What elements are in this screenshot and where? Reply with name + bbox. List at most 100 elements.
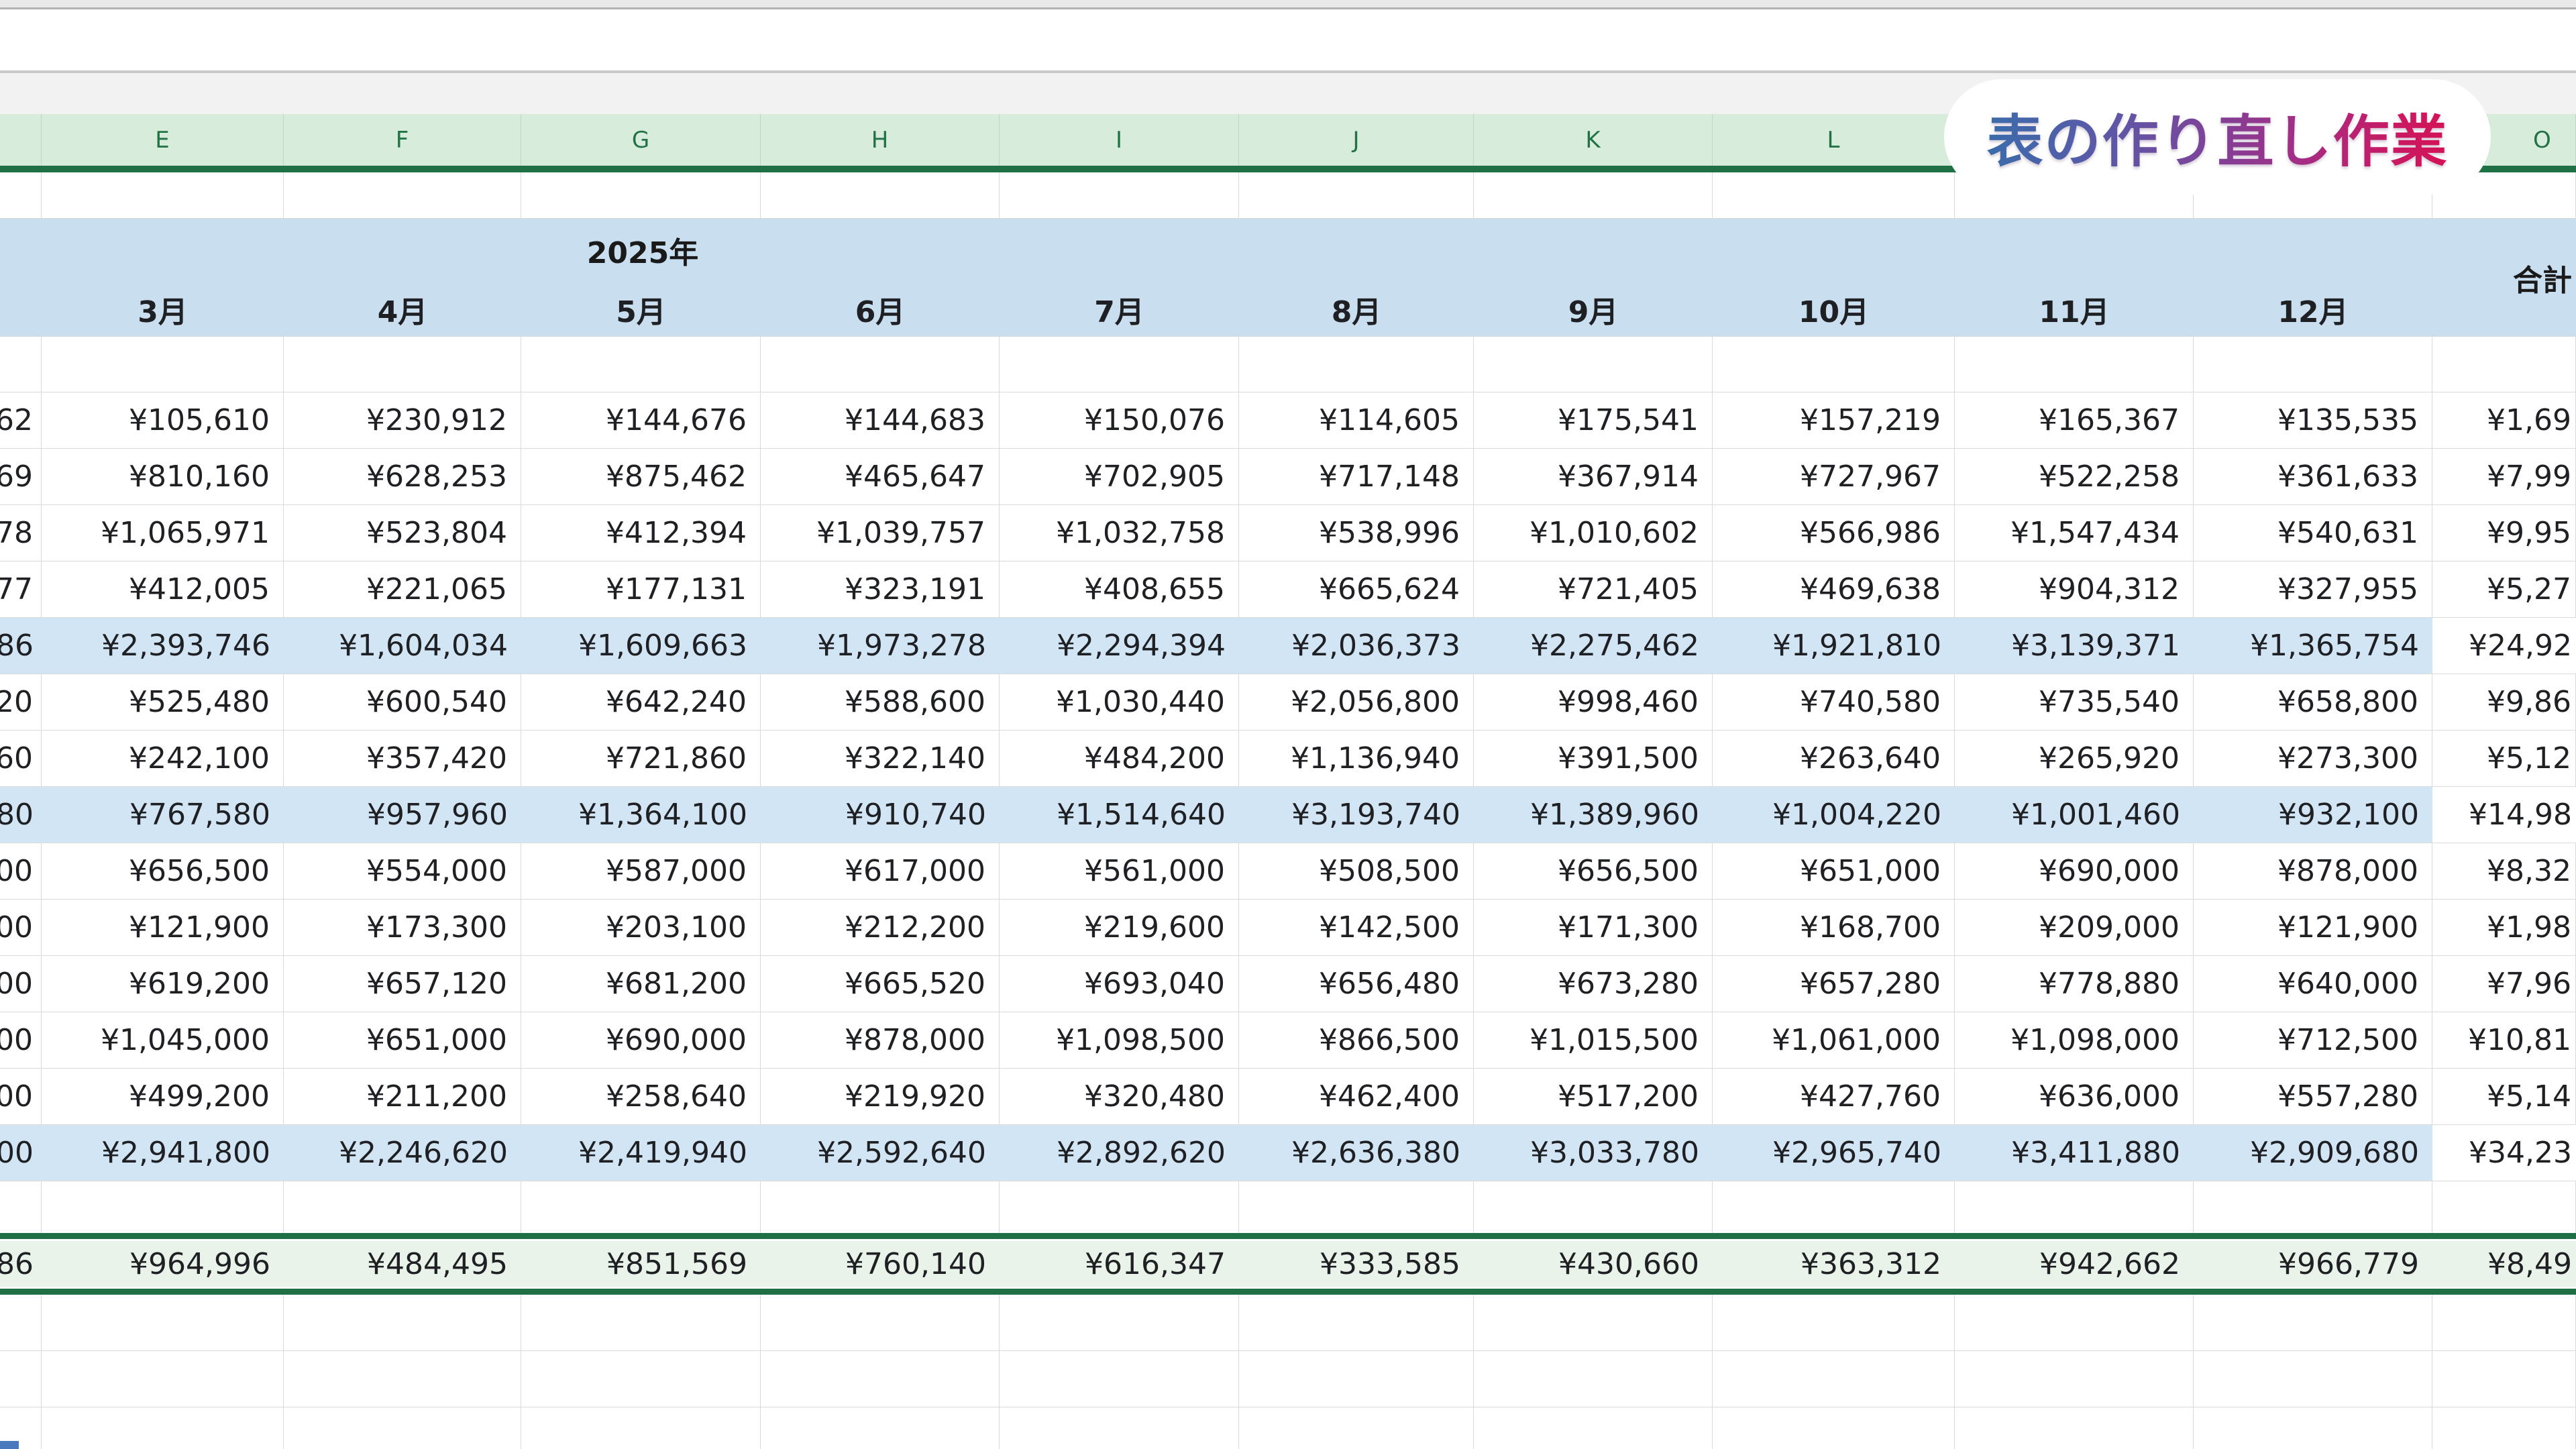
cell[interactable]: ¥363,312: [1713, 1239, 1955, 1289]
cell-d-fragment[interactable]: 00: [0, 1125, 42, 1181]
cell[interactable]: ¥1,098,500: [1000, 1012, 1239, 1068]
cell[interactable]: ¥121,900: [2194, 900, 2432, 955]
cell[interactable]: ¥690,000: [1955, 843, 2194, 899]
empty-cell[interactable]: [1955, 1351, 2194, 1407]
cell[interactable]: ¥717,148: [1239, 449, 1474, 504]
cell[interactable]: ¥693,040: [1000, 956, 1239, 1012]
cell[interactable]: ¥942,662: [1955, 1239, 2194, 1289]
cell[interactable]: ¥427,760: [1713, 1069, 1955, 1124]
cell[interactable]: ¥1,030,440: [1000, 674, 1239, 730]
empty-cell[interactable]: [42, 1181, 284, 1233]
cell[interactable]: ¥1,609,663: [521, 618, 761, 674]
cell[interactable]: ¥878,000: [2194, 843, 2432, 899]
column-header-g[interactable]: G: [521, 114, 761, 166]
cell[interactable]: ¥964,996: [42, 1239, 284, 1289]
month-header-cell[interactable]: 9月: [1474, 282, 1713, 336]
empty-cell[interactable]: [761, 1407, 1000, 1449]
cell[interactable]: ¥2,941,800: [42, 1125, 284, 1181]
cell[interactable]: ¥2,275,462: [1474, 618, 1713, 674]
empty-cell[interactable]: [1955, 1181, 2194, 1233]
cell[interactable]: ¥2,036,373: [1239, 618, 1474, 674]
cell[interactable]: ¥2,294,394: [1000, 618, 1239, 674]
empty-cell[interactable]: [284, 1181, 521, 1233]
empty-cell[interactable]: [284, 1407, 521, 1449]
cell[interactable]: ¥910,740: [761, 787, 1000, 843]
cell[interactable]: ¥904,312: [1955, 561, 2194, 617]
cell[interactable]: ¥211,200: [284, 1069, 521, 1124]
cell-d-fragment[interactable]: 77: [0, 561, 42, 617]
cell-d-fragment[interactable]: 00: [0, 1012, 42, 1068]
cell[interactable]: ¥966,779: [2194, 1239, 2432, 1289]
empty-cell[interactable]: [521, 1351, 761, 1407]
cell[interactable]: ¥727,967: [1713, 449, 1955, 504]
cell[interactable]: ¥875,462: [521, 449, 761, 504]
cell-d-fragment[interactable]: 60: [0, 731, 42, 786]
column-header-h[interactable]: H: [761, 114, 1000, 166]
month-header-cell[interactable]: 3月: [42, 282, 284, 336]
cell[interactable]: ¥517,200: [1474, 1069, 1713, 1124]
empty-cell[interactable]: [2432, 1351, 2576, 1407]
empty-cell[interactable]: [1474, 172, 1713, 218]
cell[interactable]: ¥1,364,100: [521, 787, 761, 843]
column-header-k[interactable]: K: [1474, 114, 1713, 166]
cell[interactable]: ¥465,647: [761, 449, 1000, 504]
empty-cell[interactable]: [2194, 172, 2432, 218]
month-header-cell[interactable]: 8月: [1239, 282, 1474, 336]
cell[interactable]: ¥957,960: [284, 787, 521, 843]
cell-total-fragment[interactable]: ¥7,99: [2432, 449, 2576, 504]
empty-cell[interactable]: [1239, 1181, 1474, 1233]
cell[interactable]: ¥320,480: [1000, 1069, 1239, 1124]
empty-cell[interactable]: [1000, 1295, 1239, 1350]
cell[interactable]: ¥1,547,434: [1955, 505, 2194, 561]
cell[interactable]: ¥135,535: [2194, 392, 2432, 448]
cell[interactable]: ¥144,676: [521, 392, 761, 448]
month-header-cell[interactable]: 7月: [1000, 282, 1239, 336]
empty-cell[interactable]: [2194, 337, 2432, 392]
empty-cell[interactable]: [1239, 172, 1474, 218]
cell[interactable]: ¥651,000: [284, 1012, 521, 1068]
cell[interactable]: ¥242,100: [42, 731, 284, 786]
cell[interactable]: ¥142,500: [1239, 900, 1474, 955]
cell[interactable]: ¥538,996: [1239, 505, 1474, 561]
empty-cell[interactable]: [2194, 1407, 2432, 1449]
cell[interactable]: ¥3,139,371: [1955, 618, 2194, 674]
cell[interactable]: ¥3,033,780: [1474, 1125, 1713, 1181]
cell[interactable]: ¥640,000: [2194, 956, 2432, 1012]
cell[interactable]: ¥2,393,746: [42, 618, 284, 674]
cell[interactable]: ¥557,280: [2194, 1069, 2432, 1124]
cell[interactable]: ¥219,600: [1000, 900, 1239, 955]
cell-total-fragment[interactable]: ¥9,86: [2432, 674, 2576, 730]
cell[interactable]: ¥209,000: [1955, 900, 2194, 955]
cell-d-fragment[interactable]: 62: [0, 392, 42, 448]
column-header-l[interactable]: L: [1713, 114, 1955, 166]
column-header-f[interactable]: F: [284, 114, 521, 166]
cell[interactable]: ¥203,100: [521, 900, 761, 955]
cell[interactable]: ¥1,010,602: [1474, 505, 1713, 561]
empty-cell[interactable]: [0, 1351, 42, 1407]
column-header-e[interactable]: E: [42, 114, 284, 166]
cell[interactable]: ¥566,986: [1713, 505, 1955, 561]
empty-cell[interactable]: [1000, 337, 1239, 392]
cell[interactable]: ¥327,955: [2194, 561, 2432, 617]
month-header-cell[interactable]: 5月: [521, 282, 761, 336]
empty-cell[interactable]: [761, 337, 1000, 392]
cell[interactable]: ¥219,920: [761, 1069, 1000, 1124]
empty-cell[interactable]: [1239, 1295, 1474, 1350]
empty-cell[interactable]: [1955, 1295, 2194, 1350]
empty-cell[interactable]: [761, 1295, 1000, 1350]
cell-d-fragment[interactable]: 86: [0, 618, 42, 674]
cell[interactable]: ¥523,804: [284, 505, 521, 561]
cell[interactable]: ¥673,280: [1474, 956, 1713, 1012]
cell-total-fragment[interactable]: ¥5,27: [2432, 561, 2576, 617]
empty-cell[interactable]: [1713, 1181, 1955, 1233]
empty-cell[interactable]: [284, 1351, 521, 1407]
cell[interactable]: ¥1,604,034: [284, 618, 521, 674]
cell-total-fragment[interactable]: ¥24,92: [2432, 618, 2576, 674]
cell[interactable]: ¥665,624: [1239, 561, 1474, 617]
cell[interactable]: ¥484,200: [1000, 731, 1239, 786]
cell-total-fragment[interactable]: ¥8,32: [2432, 843, 2576, 899]
cell[interactable]: ¥998,460: [1474, 674, 1713, 730]
cell[interactable]: ¥150,076: [1000, 392, 1239, 448]
cell[interactable]: ¥656,480: [1239, 956, 1474, 1012]
cell-total-fragment[interactable]: ¥5,14: [2432, 1069, 2576, 1124]
